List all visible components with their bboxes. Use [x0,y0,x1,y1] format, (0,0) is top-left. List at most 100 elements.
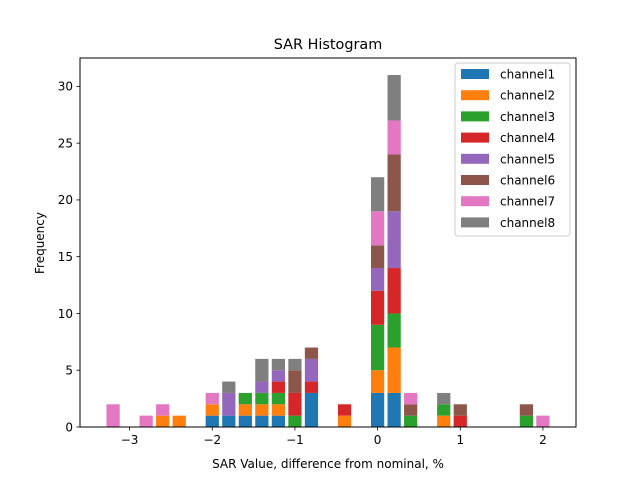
bar-channel7-bin-0 [106,404,120,427]
y-axis-label: Frequency [33,212,47,274]
bar-channel7-bin-16 [370,211,385,246]
legend-label-channel5: channel5 [500,152,555,166]
bar-channel4-bin-16 [370,290,385,325]
legend: channel1 channel2 channel3 channel4 channel5… [454,62,571,237]
bar-channel2-bin-3 [156,415,170,427]
x-axis-ticks: −3 −2 −1 0 1 2 [121,427,547,447]
legend-label-channel2: channel2 [500,89,555,103]
legend-label-channel8: channel8 [500,216,555,230]
legend-swatch-channel7 [461,196,489,207]
legend-label-channel3: channel3 [500,110,555,124]
bar-channel3-bin-11 [288,415,302,427]
bar-channel7-bin-18 [404,392,418,405]
legend-swatch-channel2 [461,90,489,101]
bar-channel6-bin-12 [304,347,319,359]
bar-channel8-bin-9 [255,358,269,382]
bar-channel4-bin-11 [288,392,302,416]
bar-channel7-bin-17 [387,120,401,155]
bar-channel6-bin-18 [404,404,418,416]
legend-swatch-channel1 [461,69,489,79]
bars-group [106,75,550,427]
bar-channel3-bin-18 [404,415,418,427]
bar-channel5-bin-12 [304,358,319,382]
y-tick-label: 20 [58,193,73,207]
bar-channel2-bin-20 [437,415,451,427]
bar-channel2-bin-16 [370,370,385,393]
bar-channel7-bin-26 [536,415,550,427]
legend-swatch-channel4 [461,132,489,143]
bar-channel2-bin-10 [271,404,286,416]
bar-channel1-bin-10 [271,415,286,427]
x-axis-label: SAR Value, difference from nominal, % [212,457,444,471]
bar-channel3-bin-17 [387,313,401,348]
y-tick-label: 15 [58,250,73,264]
bar-channel3-bin-16 [370,324,385,371]
bar-channel4-bin-14 [337,404,352,416]
bar-channel6-bin-17 [387,154,401,212]
y-tick-label: 30 [58,80,73,94]
legend-box [454,62,571,237]
bar-channel8-bin-11 [288,358,302,371]
bar-channel6-bin-25 [519,404,534,416]
y-tick-label: 10 [58,307,73,321]
bar-channel5-bin-17 [387,211,401,269]
legend-label-channel6: channel6 [500,174,555,188]
bar-channel8-bin-7 [222,381,236,393]
bar-channel2-bin-8 [238,404,252,416]
legend-label-channel1: channel1 [500,68,555,82]
bar-channel3-bin-10 [271,392,286,405]
bar-channel1-bin-8 [238,415,252,427]
bar-channel8-bin-16 [370,177,385,212]
x-tick-label: −1 [286,433,304,447]
bar-channel6-bin-11 [288,370,302,393]
bar-channel5-bin-10 [271,370,286,382]
bar-channel1-bin-9 [255,415,269,427]
bar-channel1-bin-16 [370,392,385,427]
axes-frame [79,57,577,428]
bar-channel5-bin-16 [370,268,385,291]
x-tick-label: −3 [121,433,139,447]
bar-channel2-bin-9 [255,404,269,416]
bar-channel7-bin-3 [156,404,170,416]
bar-channel6-bin-21 [453,404,467,416]
bar-channel2-bin-6 [205,404,219,416]
bar-channel6-bin-16 [370,245,385,269]
legend-swatch-channel6 [461,175,489,185]
bar-channel8-bin-20 [437,392,451,405]
bar-channel1-bin-6 [205,415,219,427]
chart-title: SAR Histogram [274,37,382,53]
y-tick-label: 0 [65,420,73,434]
bar-channel3-bin-25 [519,415,534,427]
y-tick-label: 25 [58,136,73,150]
legend-swatch-channel8 [461,217,489,228]
bar-channel5-bin-9 [255,381,269,393]
x-tick-label: 0 [374,433,382,447]
bar-channel8-bin-17 [387,75,401,121]
bar-channel4-bin-12 [304,381,319,393]
x-tick-label: 2 [539,433,547,447]
bar-channel7-bin-6 [205,392,219,405]
legend-swatch-channel3 [461,111,489,122]
legend-label-channel4: channel4 [500,131,555,145]
bar-channel3-bin-20 [437,404,451,416]
y-axis-ticks: 0 5 10 15 20 25 30 [58,80,80,434]
bar-channel2-bin-14 [337,415,352,427]
x-tick-label: −2 [203,433,221,447]
bar-channel2-bin-17 [387,347,401,393]
bar-channel4-bin-10 [271,381,286,393]
bar-channel4-bin-21 [453,415,467,427]
bar-channel3-bin-8 [238,392,252,405]
legend-label-channel7: channel7 [500,195,555,209]
bar-channel1-bin-12 [304,392,319,427]
legend-swatch-channel5 [461,153,489,164]
bar-channel8-bin-10 [271,358,286,371]
bar-channel7-bin-2 [139,415,153,427]
x-tick-label: 1 [456,433,464,447]
bar-channel1-bin-7 [222,415,236,427]
bar-channel3-bin-9 [255,392,269,405]
bar-channel2-bin-4 [172,415,186,427]
bar-channel1-bin-17 [387,392,401,427]
bar-channel5-bin-7 [222,392,236,416]
bar-channel4-bin-17 [387,268,401,314]
